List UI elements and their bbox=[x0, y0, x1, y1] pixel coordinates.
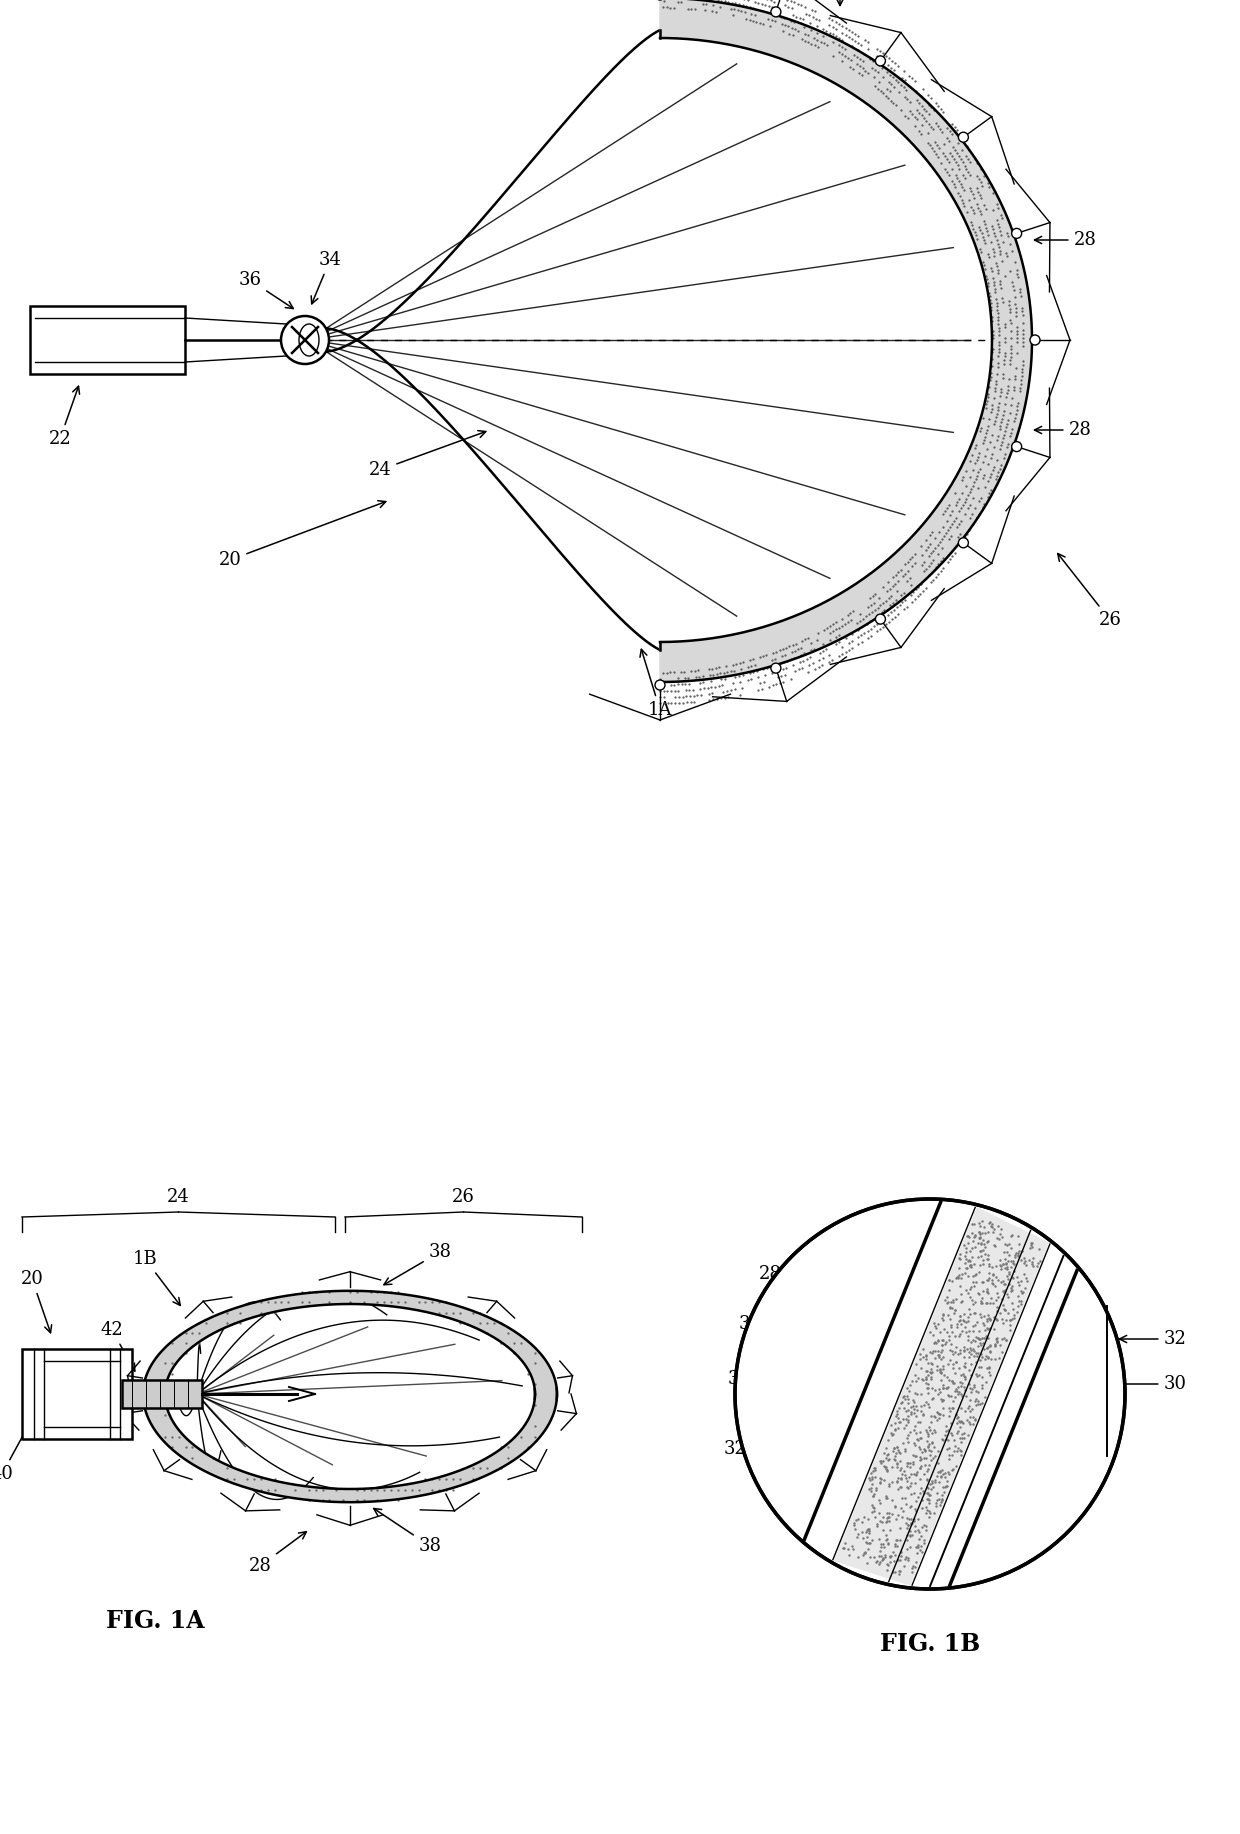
Polygon shape bbox=[660, 0, 1032, 682]
Text: 32c: 32c bbox=[739, 1315, 930, 1531]
Polygon shape bbox=[143, 1291, 557, 1399]
Bar bbox=[30, 306, 185, 374]
Circle shape bbox=[735, 1199, 1125, 1588]
Text: 28: 28 bbox=[1034, 231, 1096, 249]
Text: 20: 20 bbox=[218, 501, 386, 569]
Circle shape bbox=[875, 55, 885, 66]
Text: 34: 34 bbox=[311, 251, 341, 304]
Text: FIG. 1A: FIG. 1A bbox=[105, 1608, 205, 1632]
Text: 22: 22 bbox=[48, 387, 79, 447]
Circle shape bbox=[771, 664, 781, 673]
Circle shape bbox=[875, 614, 885, 624]
Text: 20: 20 bbox=[21, 1269, 52, 1333]
Text: 24: 24 bbox=[167, 1188, 190, 1207]
Polygon shape bbox=[143, 1388, 557, 1502]
Text: 32a: 32a bbox=[723, 1440, 851, 1504]
Text: 26: 26 bbox=[453, 1188, 475, 1207]
Circle shape bbox=[281, 315, 329, 363]
Text: 24: 24 bbox=[368, 431, 486, 479]
Text: 36: 36 bbox=[238, 271, 293, 308]
Polygon shape bbox=[913, 1243, 1064, 1586]
Text: 32: 32 bbox=[1120, 1330, 1187, 1348]
Polygon shape bbox=[835, 1209, 1048, 1585]
Bar bbox=[122, 1379, 202, 1409]
Text: 1A: 1A bbox=[828, 0, 852, 6]
Text: 28: 28 bbox=[248, 1531, 306, 1575]
Text: 28: 28 bbox=[1034, 422, 1091, 438]
Text: 1B: 1B bbox=[133, 1251, 180, 1306]
Polygon shape bbox=[805, 1203, 975, 1559]
Text: 30: 30 bbox=[975, 1376, 1187, 1394]
Circle shape bbox=[655, 680, 665, 690]
Circle shape bbox=[1012, 229, 1022, 238]
Text: 38: 38 bbox=[384, 1243, 451, 1286]
Text: 42: 42 bbox=[100, 1320, 135, 1372]
Text: 40: 40 bbox=[0, 1423, 30, 1484]
Circle shape bbox=[959, 537, 968, 548]
Bar bbox=[22, 1350, 131, 1440]
Circle shape bbox=[959, 132, 968, 143]
Circle shape bbox=[1012, 442, 1022, 451]
Text: 32b: 32b bbox=[728, 1370, 906, 1526]
Text: FIG. 1B: FIG. 1B bbox=[880, 1632, 980, 1656]
Text: 28: 28 bbox=[759, 1265, 966, 1535]
Text: 26: 26 bbox=[1058, 554, 1121, 629]
Polygon shape bbox=[300, 29, 999, 649]
Text: 38: 38 bbox=[373, 1509, 441, 1555]
Text: 1A: 1A bbox=[640, 649, 672, 719]
Circle shape bbox=[1030, 336, 1040, 345]
Circle shape bbox=[771, 7, 781, 17]
